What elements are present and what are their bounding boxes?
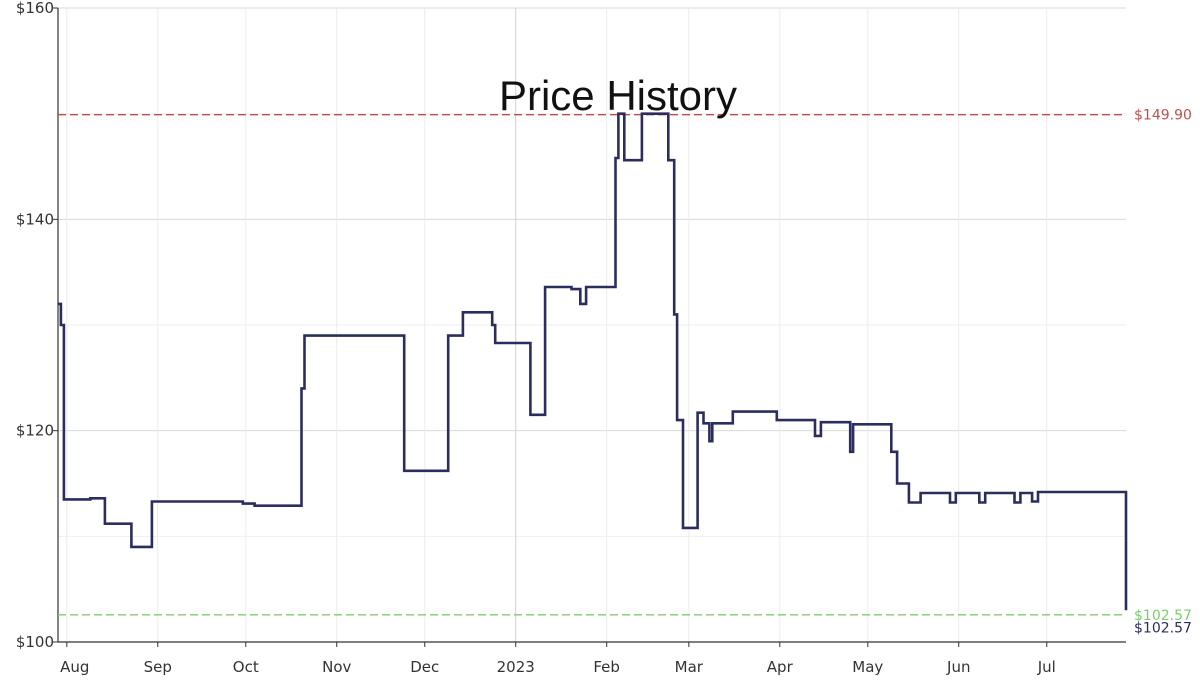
x-tick-label: Apr: [767, 658, 794, 676]
x-tick-label: Dec: [410, 658, 439, 676]
current-price-label: $102.57: [1134, 620, 1192, 636]
x-tick-label: Nov: [322, 658, 351, 676]
x-tick-label: Oct: [233, 658, 259, 676]
reference-line-label: $149.90: [1134, 108, 1192, 124]
x-tick-label: Feb: [593, 658, 620, 676]
reference-lines: $149.90 $102.57$102.57: [58, 108, 1192, 636]
chart-title: Price History: [499, 72, 737, 119]
reference-line-label: $102.57: [1134, 608, 1192, 624]
series-line-price: [58, 112, 1128, 611]
x-tick-label: 2023: [497, 658, 535, 676]
x-tick-label: Jul: [1037, 658, 1056, 676]
y-tick-label: $140: [16, 210, 54, 228]
x-tick-label: Sep: [144, 658, 172, 676]
x-tick-label: Aug: [60, 658, 89, 676]
x-tick-label: Mar: [675, 658, 704, 676]
y-tick-label: $100: [16, 633, 54, 651]
y-tick-label: $120: [16, 422, 54, 440]
x-tick-label: May: [852, 658, 883, 676]
x-tick-label: Jun: [946, 658, 970, 676]
grid-lines: [58, 7, 1126, 643]
tick-labels: $100 $120 $140 $160 Aug Sep Oct Nov Dec 2023 Feb Ma…: [16, 0, 1056, 676]
y-tick-label: $160: [16, 0, 54, 17]
axes: [53, 7, 1126, 647]
